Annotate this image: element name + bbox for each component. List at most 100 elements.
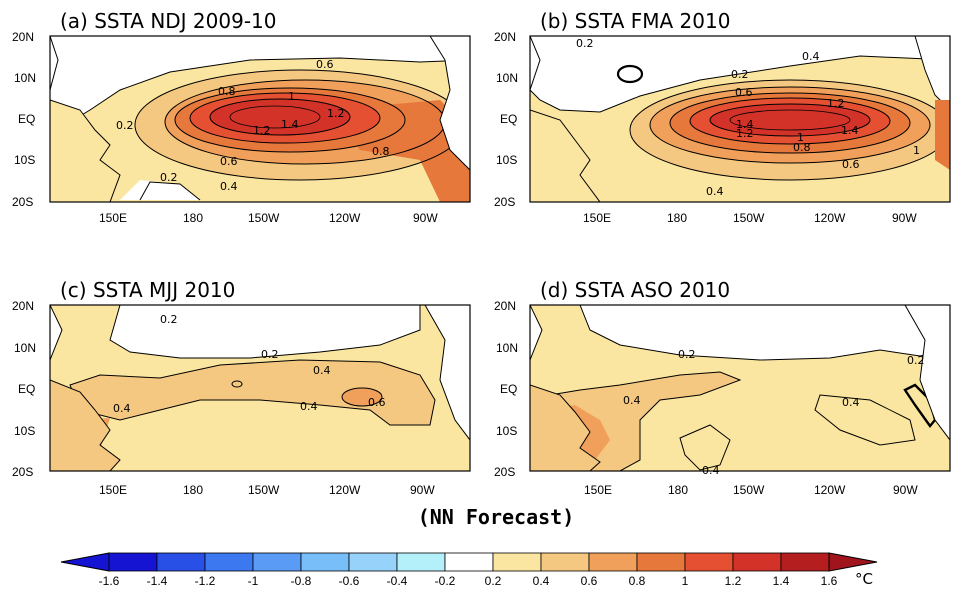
xtick-label: 150W [733,211,765,225]
colorbar-swatch [732,552,782,572]
contour-label: 0.4 [300,400,318,413]
ytick-label: 10S [14,424,35,438]
ytick-label: 20N [12,30,34,44]
ytick-label: 20N [494,30,516,44]
panel-d-xticks: 150E 180 150W 120W 90W [584,483,918,497]
contour-label: 0.2 [576,37,594,50]
colorbar-swatch [204,552,254,572]
colorbar-tick-label: 0.6 [581,574,598,588]
ytick-label: 20N [494,299,516,313]
xtick-label: 90W [413,211,438,225]
colorbar-tick-label: -1.6 [99,574,120,588]
panel-b-field [530,36,950,202]
panel-b-title: (b) SSTA FMA 2010 [540,9,730,33]
colorbar-tick-label: 1 [682,574,689,588]
ytick-label: EQ [18,382,35,396]
contour-label: 0.2 [160,313,178,326]
ytick-label: 10S [496,153,517,167]
contour-label: 0.4 [802,50,820,63]
contour-label: 1.2 [736,127,754,140]
contour-label: 0.8 [793,141,811,154]
colorbar-tick-label: -1 [248,574,259,588]
panel-d: (d) SSTA ASO 2010 0.2 0.2 0.4 0.4 0.4 20… [494,278,951,497]
ytick-label: 10N [14,71,36,85]
xtick-label: 120W [329,211,361,225]
ytick-label: 20S [12,195,33,209]
colorbar-tick-label: -0.6 [339,574,360,588]
colorbar-tick-label: 1.6 [821,574,838,588]
contour-label: 1.2 [827,97,845,110]
panel-c-contour-labels: 0.2 0.2 0.4 0.4 0.4 0.6 [113,313,386,415]
xtick-label: 150W [248,483,280,497]
contour-label: 1 [797,131,804,144]
colorbar-tick-label: -0.2 [435,574,456,588]
xtick-label: 90W [410,483,435,497]
colorbar-swatch [396,552,446,572]
contour-label: 0.4 [313,364,331,377]
xtick-label: 150E [584,483,612,497]
colorbar-swatch [108,552,158,572]
contour-label: 0.6 [842,158,860,171]
colorbar-tick-label: -1.2 [195,574,216,588]
colorbar-unit: °C [855,570,873,588]
contour-label: 1.4 [736,118,754,131]
colorbar-tick-label: 0.8 [629,574,646,588]
footer-caption: (NN Forecast) [418,505,575,529]
colorbar-swatch [684,552,734,572]
colorbar-tick-label: -1.4 [147,574,168,588]
panel-a: (a) SSTA NDJ 2009-10 0.6 0.8 [12,9,471,225]
contour-label: 0.4 [220,180,238,193]
contour-label: 0.2 [678,348,696,361]
xtick-label: 90W [893,483,918,497]
xtick-label: 120W [329,483,361,497]
contour-label: 1.4 [281,118,299,131]
contour-label: 0.2 [116,119,134,132]
colorbar: -1.6 -1.4 -1.2 -1 -0.8 -0.6 -0.4 -0.2 0.2 0.4 0.6 0… [60,552,878,588]
xtick-label: 180 [667,211,687,225]
colorbar-swatch [780,552,830,572]
contour-label: 0.2 [261,348,279,361]
colorbar-tick-label: 1.4 [773,574,790,588]
ytick-label: 20S [12,465,33,479]
ytick-label: EQ [500,382,517,396]
contour-label: 1.2 [327,107,345,120]
colorbar-tick-label: -0.4 [387,574,408,588]
panel-a-yticks: 20N 10N EQ 10S 20S [12,30,36,209]
ytick-label: 10S [14,153,35,167]
contour-label: 0.4 [113,402,131,415]
ytick-label: 20S [494,195,515,209]
colorbar-min-arrow [60,552,110,572]
panel-b-yticks: 20N 10N EQ 10S 20S [494,30,518,209]
panel-b: (b) SSTA FMA 2010 0.2 0.4 0.2 [494,9,951,225]
xtick-label: 180 [668,483,688,497]
ytick-label: 10N [496,341,518,355]
panel-c: (c) SSTA MJJ 2010 0.2 0.2 0.4 0.4 0.4 0.… [12,278,471,497]
panel-d-contour-labels: 0.2 0.2 0.4 0.4 0.4 [623,348,925,477]
xtick-label: 150W [248,211,280,225]
ytick-label: EQ [500,112,517,126]
panel-d-title: (d) SSTA ASO 2010 [540,278,730,302]
xtick-label: 120W [814,211,846,225]
colorbar-swatch [300,552,350,572]
panel-a-field [50,36,470,202]
panel-c-yticks: 20N 10N EQ 10S 20S [12,299,36,479]
contour-label: 1.4 [841,124,859,137]
contour-label: 0.4 [706,185,724,198]
contour-label: 0.2 [160,171,178,184]
panel-a-xticks: 150E 180 150W 120W 90W [99,211,438,225]
xtick-label: 150E [99,483,127,497]
colorbar-swatch [348,552,398,572]
ytick-label: 20N [12,299,34,313]
ytick-label: 10N [496,71,518,85]
panel-a-title: (a) SSTA NDJ 2009-10 [60,9,277,33]
panel-d-field [530,305,950,471]
contour-label: 0.8 [372,145,390,158]
xtick-label: 150E [583,211,611,225]
contour-label: 0.6 [368,396,386,409]
xtick-label: 180 [183,483,203,497]
xtick-label: 90W [892,211,917,225]
colorbar-tick-label: -0.8 [291,574,312,588]
contour-label: 1.2 [253,124,271,137]
colorbar-swatch [492,552,542,572]
